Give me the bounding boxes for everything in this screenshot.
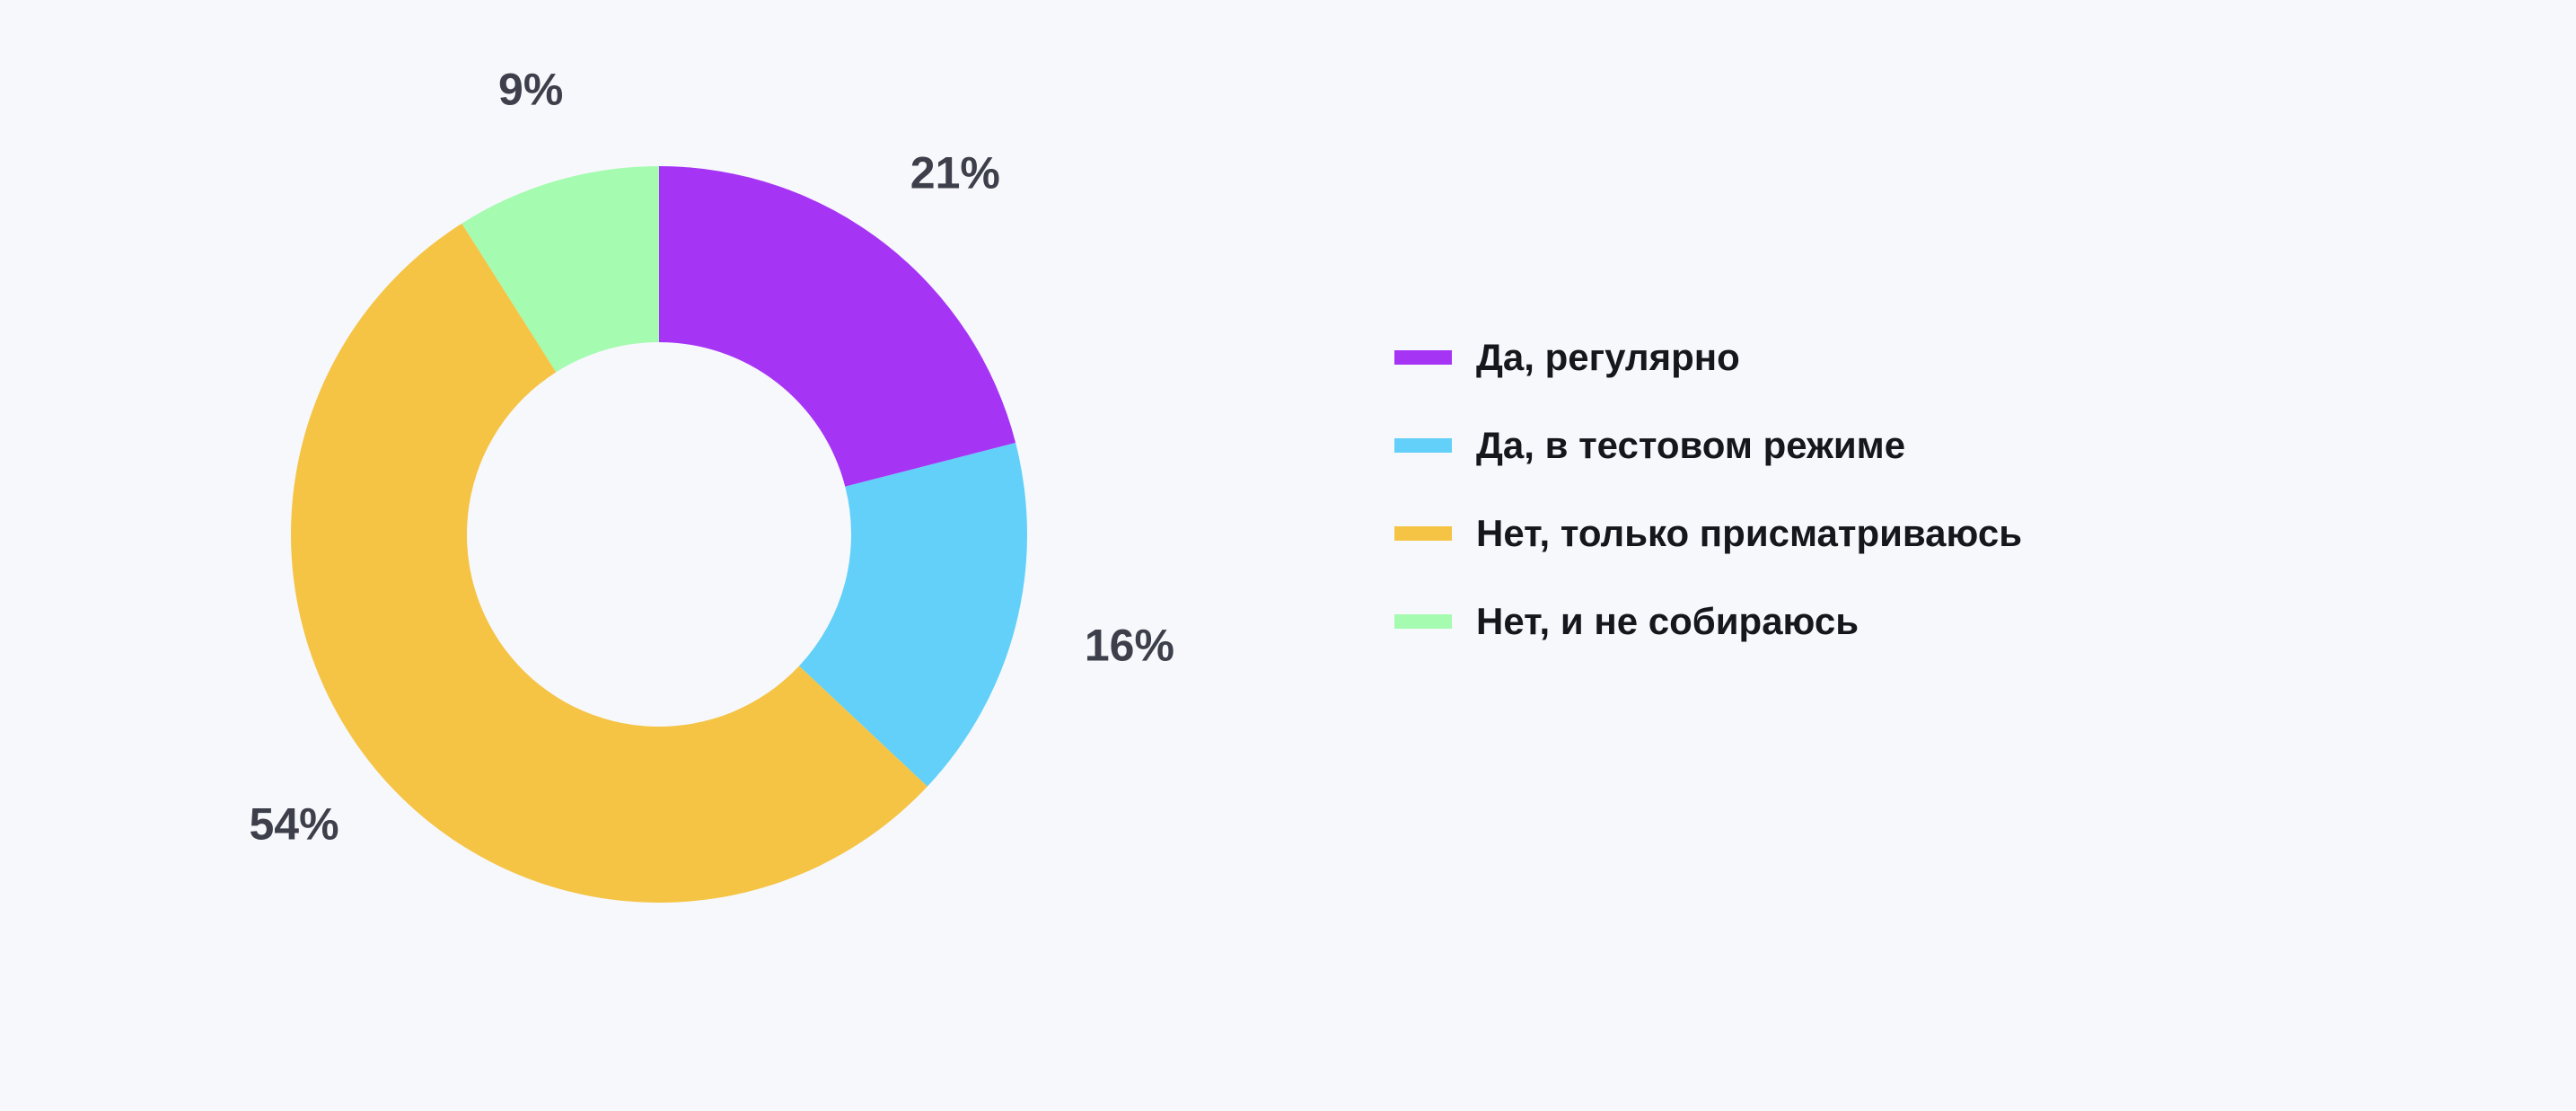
legend-swatch-not-planning xyxy=(1394,614,1452,629)
legend-item-considering: Нет, только присматриваюсь xyxy=(1394,510,2022,557)
legend-label-regular: Да, регулярно xyxy=(1476,336,1740,378)
legend-label-test-mode: Да, в тестовом режиме xyxy=(1476,424,1906,466)
legend-item-test-mode: Да, в тестовом режиме xyxy=(1394,422,2022,469)
slice-label-regular: 21% xyxy=(910,148,1000,198)
legend-item-regular: Да, регулярно xyxy=(1394,334,2022,381)
legend-label-considering: Нет, только присматриваюсь xyxy=(1476,512,2023,554)
slice-test-mode xyxy=(798,443,1027,787)
slice-label-considering: 54% xyxy=(249,799,338,850)
slice-considering xyxy=(291,223,928,904)
slice-label-not-planning: 9% xyxy=(498,65,563,115)
donut-slices xyxy=(291,166,1027,904)
legend-swatch-test-mode xyxy=(1394,438,1452,453)
legend-swatch-considering xyxy=(1394,526,1452,541)
legend-item-not-planning: Нет, и не собираюсь xyxy=(1394,598,2022,645)
slice-not-planning xyxy=(462,166,659,373)
legend-swatch-regular xyxy=(1394,350,1452,365)
slice-labels: 21% 16% 54% 9% xyxy=(249,65,1174,850)
slice-regular xyxy=(659,166,1016,487)
legend: Да, регулярно Да, в тестовом режиме Нет,… xyxy=(1394,334,2022,645)
slice-label-test-mode: 16% xyxy=(1085,621,1174,671)
legend-label-not-planning: Нет, и не собираюсь xyxy=(1476,600,1859,642)
